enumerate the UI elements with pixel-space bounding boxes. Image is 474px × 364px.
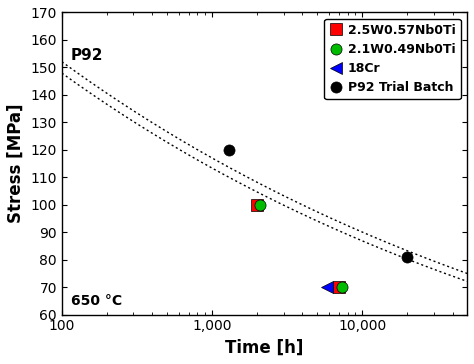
Text: 650 °C: 650 °C — [71, 294, 122, 308]
P92 Trial Batch — [226, 148, 232, 152]
Text: P92: P92 — [71, 48, 103, 63]
2.5W0.57Nb0Ti — [336, 285, 342, 289]
X-axis label: Time [h]: Time [h] — [225, 339, 304, 357]
Line: 2.5W0.57Nb0Ti: 2.5W0.57Nb0Ti — [252, 199, 345, 293]
2.5W0.57Nb0Ti — [255, 202, 260, 207]
Line: P92 Trial Batch: P92 Trial Batch — [224, 144, 413, 262]
Y-axis label: Stress [MPa]: Stress [MPa] — [7, 104, 25, 223]
2.1W0.49Nb0Ti — [339, 285, 345, 289]
Legend: 2.5W0.57Nb0Ti, 2.1W0.49Nb0Ti, 18Cr, P92 Trial Batch: 2.5W0.57Nb0Ti, 2.1W0.49Nb0Ti, 18Cr, P92 … — [324, 19, 461, 99]
2.1W0.49Nb0Ti — [257, 202, 263, 207]
Line: 2.1W0.49Nb0Ti: 2.1W0.49Nb0Ti — [255, 199, 347, 293]
P92 Trial Batch — [404, 255, 410, 259]
